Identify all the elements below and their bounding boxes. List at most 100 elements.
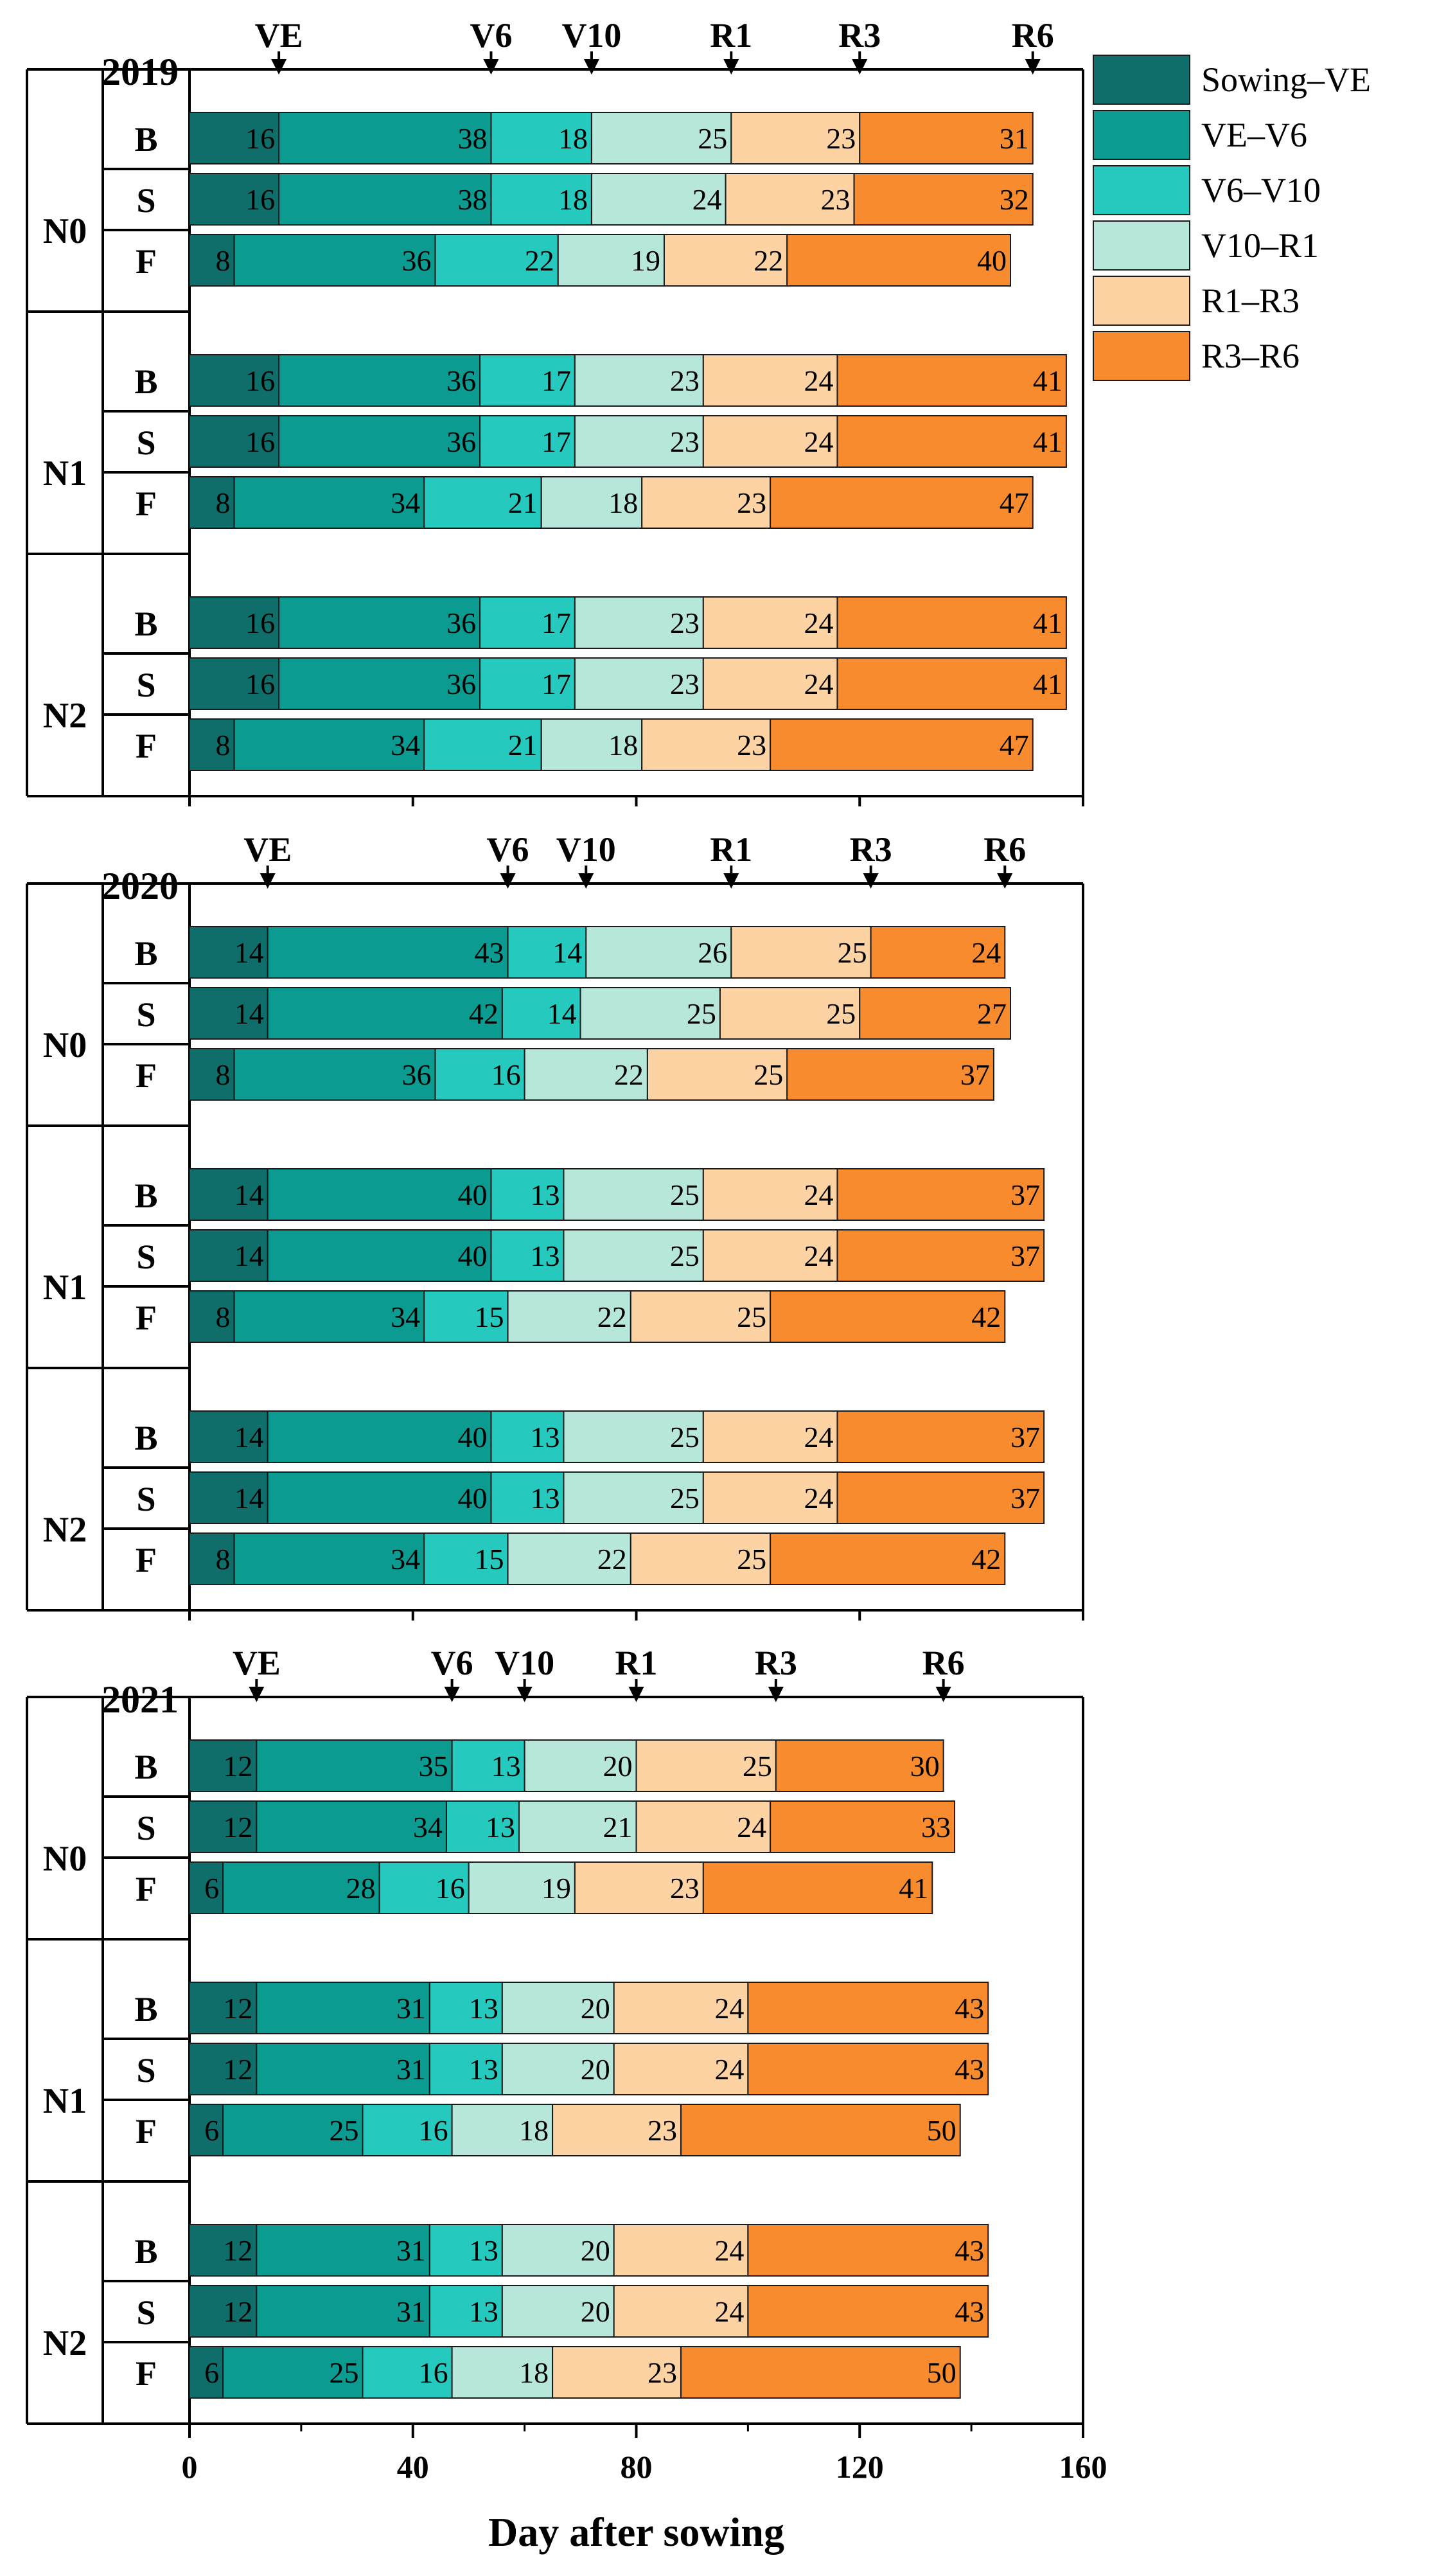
growth-stage-label: B: [134, 934, 157, 973]
growth-stage-label: F: [136, 1870, 157, 1908]
bar-value-label: 41: [1033, 425, 1062, 458]
bar-value-label: 18: [608, 486, 638, 519]
bar-value-label: 19: [631, 244, 660, 277]
nitrogen-group-label: N1: [43, 454, 87, 493]
bar-segment: [189, 173, 280, 226]
legend-swatch: [1093, 165, 1190, 215]
stage-marker-arrowhead: [1025, 59, 1041, 75]
bar-value-label: 36: [402, 244, 432, 277]
bar-segment: [278, 596, 481, 649]
bar-value-label: 22: [597, 1301, 627, 1333]
bar-segment: [836, 1471, 1045, 1524]
bar-segment: [267, 1229, 492, 1282]
bar-value-label: 24: [804, 425, 833, 458]
legend-label: VE–V6: [1201, 116, 1307, 154]
bar-segment: [189, 718, 235, 771]
legend-label: Sowing–VE: [1201, 60, 1371, 99]
growth-stage-label: S: [136, 2051, 155, 2090]
bar-segment: [836, 1229, 1045, 1282]
bar-value-label: 24: [971, 936, 1001, 969]
bar-segment: [770, 1532, 1006, 1585]
stage-marker-label: R6: [1012, 16, 1054, 55]
bar-value-label: 34: [391, 729, 420, 761]
bar-segment: [630, 1290, 771, 1343]
bar-value-label: 41: [1033, 364, 1062, 397]
bar-segment: [189, 354, 280, 407]
bar-value-label: 23: [670, 425, 700, 458]
bar-value-label: 18: [608, 729, 638, 761]
bar-segment: [256, 2224, 430, 2277]
bar-segment: [445, 1800, 520, 1853]
bar-value-label: 30: [910, 1750, 940, 1782]
bar-value-label: 40: [977, 244, 1007, 277]
bar-value-label: 43: [955, 2234, 984, 2267]
bar-value-label: 25: [670, 1178, 700, 1211]
bar-value-label: 31: [396, 1992, 426, 2025]
bar-value-label: 14: [234, 936, 264, 969]
bar-value-label: 42: [469, 997, 498, 1030]
bar-value-label: 24: [804, 1239, 833, 1272]
bar-value-label: 23: [670, 607, 700, 639]
bar-segment: [702, 1168, 838, 1221]
bar-segment: [267, 987, 503, 1040]
bar-segment: [747, 2043, 989, 2095]
bar-value-label: 23: [670, 364, 700, 397]
stage-marker-label: V10: [556, 830, 616, 869]
bar-value-label: 14: [234, 1178, 264, 1211]
bar-value-label: 36: [446, 364, 476, 397]
bar-value-label: 16: [491, 1058, 521, 1091]
growth-stage-label: F: [136, 2112, 157, 2151]
stage-marker-label: VE: [243, 830, 292, 869]
bar-segment: [507, 1290, 631, 1343]
bar-value-label: 23: [670, 668, 700, 700]
bar-value-label: 22: [597, 1543, 627, 1576]
stage-marker-label: R3: [755, 1644, 797, 1682]
bar-value-label: 16: [245, 668, 275, 700]
bar-value-label: 8: [216, 486, 231, 519]
bar-value-label: 25: [670, 1239, 700, 1272]
bar-segment: [574, 1861, 704, 1914]
bar-value-label: 23: [670, 1872, 700, 1905]
bar-value-label: 18: [519, 2114, 549, 2147]
bar-segment: [630, 1532, 771, 1585]
bar-value-label: 34: [391, 1543, 420, 1576]
bar-segment: [702, 1410, 838, 1463]
bar-segment: [189, 1532, 235, 1585]
bar-segment: [278, 354, 481, 407]
bar-value-label: 37: [1010, 1421, 1040, 1453]
bar-value-label: 36: [446, 607, 476, 639]
bar-value-label: 23: [648, 2114, 677, 2147]
bar-value-label: 24: [804, 607, 833, 639]
bar-segment: [613, 2224, 749, 2277]
stage-marker-arrowhead: [628, 1687, 644, 1702]
bar-segment: [702, 1229, 838, 1282]
growth-stage-label: F: [136, 484, 157, 523]
bar-value-label: 37: [1010, 1178, 1040, 1211]
stage-marker-arrowhead: [583, 59, 599, 75]
bar-segment: [836, 657, 1067, 710]
legend-label: R3–R6: [1201, 337, 1300, 375]
bar-segment: [267, 1410, 492, 1463]
stage-marker-arrowhead: [723, 59, 739, 75]
bar-segment: [189, 1739, 258, 1792]
bar-segment: [702, 415, 838, 468]
bar-segment: [663, 234, 788, 287]
bar-segment: [702, 657, 838, 710]
nitrogen-group-label: N0: [43, 211, 87, 251]
bar-segment: [428, 2285, 503, 2338]
bar-value-label: 22: [614, 1058, 644, 1091]
bar-segment: [646, 1048, 788, 1101]
stage-marker-label: R3: [850, 830, 892, 869]
bar-segment: [189, 926, 269, 979]
bar-segment: [590, 112, 732, 164]
x-axis-tick-label: 120: [836, 2449, 884, 2485]
bar-segment: [490, 1229, 565, 1282]
bar-segment: [423, 718, 542, 771]
bar-value-label: 40: [457, 1421, 487, 1453]
bar-segment: [428, 2224, 503, 2277]
legend-label: R1–R3: [1201, 281, 1300, 320]
bar-segment: [189, 2043, 258, 2095]
stage-marker-arrowhead: [578, 873, 594, 889]
bar-segment: [770, 718, 1034, 771]
bar-segment: [189, 1168, 269, 1221]
